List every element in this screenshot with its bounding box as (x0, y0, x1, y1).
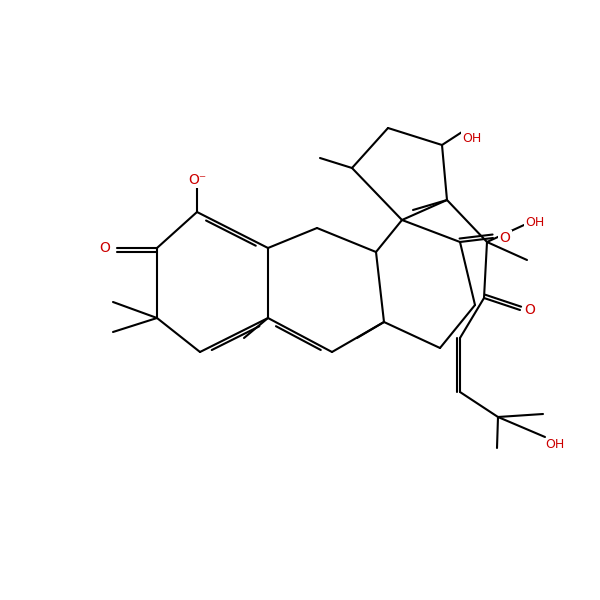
Text: OH: OH (463, 131, 482, 145)
Text: OH: OH (545, 439, 565, 451)
Text: O: O (500, 231, 511, 245)
Text: O: O (100, 241, 110, 255)
Text: O⁻: O⁻ (188, 173, 206, 187)
Text: O: O (524, 303, 535, 317)
Text: OH: OH (526, 215, 545, 229)
